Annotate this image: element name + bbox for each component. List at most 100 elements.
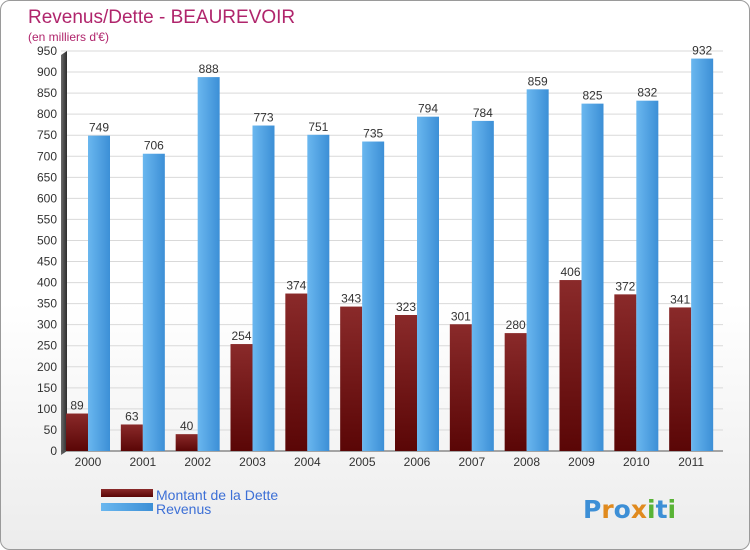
data-label-dette: 89 xyxy=(70,399,84,413)
data-label-revenus: 794 xyxy=(418,102,438,116)
bar-revenus xyxy=(362,141,385,452)
data-label-dette: 341 xyxy=(670,292,690,306)
logo-letter: x xyxy=(631,495,647,524)
x-tick-label: 2008 xyxy=(513,455,540,469)
data-label-dette: 374 xyxy=(286,279,306,293)
y-tick-label: 600 xyxy=(37,191,57,205)
y-tick-label: 550 xyxy=(37,212,57,226)
chart-title: Revenus/Dette - BEAUREVOIR xyxy=(28,7,295,28)
legend: Montant de la Dette Revenus xyxy=(101,487,278,517)
y-tick-label: 500 xyxy=(37,233,57,247)
data-label-revenus: 735 xyxy=(363,127,383,141)
data-label-revenus: 773 xyxy=(253,111,273,125)
chart-subtitle: (en milliers d'€) xyxy=(28,30,109,44)
bar-dette xyxy=(449,324,472,451)
bar-revenus xyxy=(636,100,659,452)
data-label-revenus: 932 xyxy=(692,44,712,58)
legend-label-revenus: Revenus xyxy=(156,501,211,517)
grid-lines xyxy=(61,50,723,452)
bar-revenus xyxy=(526,89,549,451)
x-tick-label: 2002 xyxy=(184,455,211,469)
x-tick-label: 2001 xyxy=(129,455,156,469)
y-tick-label: 850 xyxy=(37,86,57,100)
bar-revenus xyxy=(197,77,220,452)
bars xyxy=(66,58,714,452)
bar-dette xyxy=(285,293,308,451)
bar-dette xyxy=(669,307,692,451)
x-tick-label: 2003 xyxy=(239,455,266,469)
y-tick-label: 150 xyxy=(37,381,57,395)
data-label-dette: 323 xyxy=(396,300,416,314)
bar-revenus xyxy=(417,116,439,452)
data-label-dette: 40 xyxy=(180,419,194,433)
y-tick-label: 650 xyxy=(37,170,57,184)
bar-revenus xyxy=(252,125,275,452)
bar-dette xyxy=(175,434,198,451)
bar-dette xyxy=(120,424,143,451)
legend-swatch-revenus xyxy=(101,503,153,511)
logo-letter: P xyxy=(583,495,601,524)
bar-dette xyxy=(504,333,527,451)
y-tick-label: 700 xyxy=(37,149,57,163)
x-tick-label: 2009 xyxy=(568,455,595,469)
y-tick-label: 950 xyxy=(37,44,57,58)
data-label-revenus: 784 xyxy=(473,106,493,120)
bar-revenus xyxy=(471,120,494,451)
legend-label-dette: Montant de la Dette xyxy=(156,487,278,503)
y-tick-label: 800 xyxy=(37,107,57,121)
data-label-revenus: 749 xyxy=(89,121,109,135)
y-tick-label: 0 xyxy=(50,444,57,458)
y-tick-label: 300 xyxy=(37,318,57,332)
logo-letter: t xyxy=(656,495,668,524)
x-tick-label: 2004 xyxy=(294,455,321,469)
data-label-dette: 372 xyxy=(615,279,635,293)
x-tick-label: 2011 xyxy=(678,455,704,469)
bar-dette xyxy=(395,315,417,451)
x-tick-label: 2000 xyxy=(75,455,102,469)
y-tick-label: 750 xyxy=(37,128,57,142)
data-label-revenus: 825 xyxy=(582,89,602,103)
data-label-revenus: 706 xyxy=(144,139,164,153)
legend-swatch-dette xyxy=(101,489,153,497)
bar-revenus xyxy=(581,103,604,451)
y-tick-label: 50 xyxy=(44,423,58,437)
logo-letter: r xyxy=(601,495,614,524)
y-tick-label: 200 xyxy=(37,360,57,374)
y-tick-label: 450 xyxy=(37,255,57,269)
data-label-revenus: 751 xyxy=(308,120,328,134)
x-tick-labels: 2000 2001 2002 2003 2004 2005 2006 2007 2008 2009… xyxy=(75,455,705,469)
bar-dette xyxy=(66,413,88,451)
y-tick-labels: 0 50 100 150 200 250 300 350 400 450 500 550 600 650 7… xyxy=(37,44,57,458)
x-tick-label: 2006 xyxy=(404,455,431,469)
bar-revenus xyxy=(307,134,330,451)
data-label-dette: 254 xyxy=(231,329,251,343)
data-label-dette: 301 xyxy=(451,309,471,323)
bar-revenus xyxy=(142,153,165,451)
bar-revenus xyxy=(88,135,110,451)
x-tick-label: 2007 xyxy=(458,455,485,469)
data-label-dette: 63 xyxy=(125,409,139,423)
bar-dette xyxy=(559,280,582,451)
bar-dette xyxy=(614,294,637,451)
axis-side-strip xyxy=(61,51,67,455)
logo-letter: i xyxy=(647,495,656,524)
data-labels: 89 749 63 706 40 888 254 773 374 751 343 735 323 794 3… xyxy=(70,44,712,434)
logo-letter: i xyxy=(668,495,677,524)
data-label-dette: 343 xyxy=(341,292,361,306)
proxiti-logo: Proxiti xyxy=(583,495,676,524)
y-tick-label: 250 xyxy=(37,339,57,353)
data-label-dette: 406 xyxy=(560,265,580,279)
data-label-revenus: 859 xyxy=(528,74,548,88)
data-label-revenus: 888 xyxy=(199,62,219,76)
y-tick-label: 100 xyxy=(37,402,57,416)
bar-dette xyxy=(230,344,253,451)
bar-revenus xyxy=(691,58,714,451)
y-tick-label: 400 xyxy=(37,276,57,290)
logo-letter: o xyxy=(614,495,631,524)
bar-dette xyxy=(340,306,363,451)
data-label-revenus: 832 xyxy=(637,86,657,100)
y-tick-label: 900 xyxy=(37,65,57,79)
axis-3d-side xyxy=(61,51,723,455)
